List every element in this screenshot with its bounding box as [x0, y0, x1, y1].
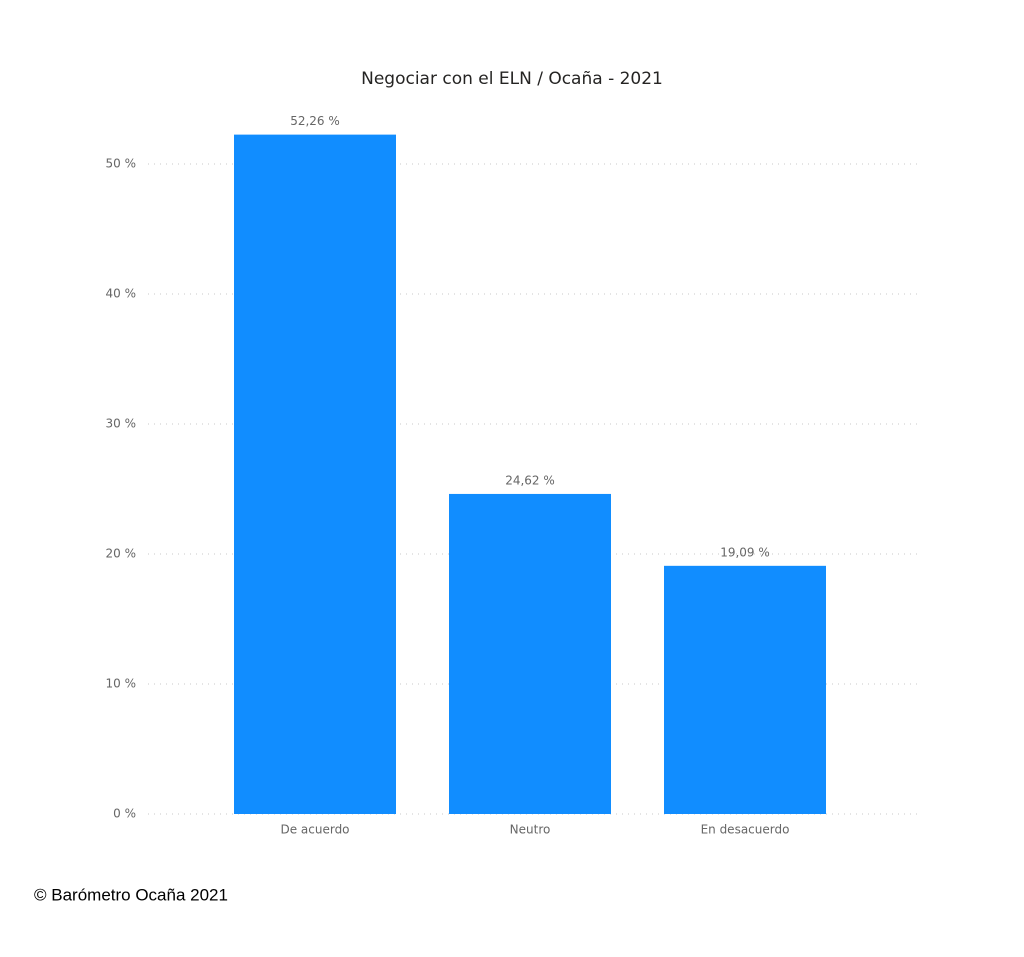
- data-label: 52,26 %: [290, 114, 340, 128]
- y-tick-label: 50 %: [106, 157, 137, 171]
- y-tick-label: 40 %: [106, 287, 137, 301]
- data-label: 24,62 %: [505, 473, 555, 487]
- x-tick-label: En desacuerdo: [701, 823, 790, 837]
- y-tick-label: 10 %: [106, 677, 137, 691]
- y-tick-label: 0 %: [113, 807, 136, 821]
- chart-title: Negociar con el ELN / Ocaña - 2021: [361, 69, 663, 89]
- y-tick-label: 30 %: [106, 417, 137, 431]
- x-tick-label: Neutro: [510, 823, 551, 837]
- bar: [664, 565, 826, 814]
- data-label: 19,09 %: [720, 545, 770, 559]
- x-tick-label: De acuerdo: [280, 823, 349, 837]
- bar: [234, 134, 396, 814]
- bar: [449, 493, 611, 814]
- source: © Barómetro Ocaña 2021: [34, 885, 228, 904]
- y-tick-label: 20 %: [106, 547, 137, 561]
